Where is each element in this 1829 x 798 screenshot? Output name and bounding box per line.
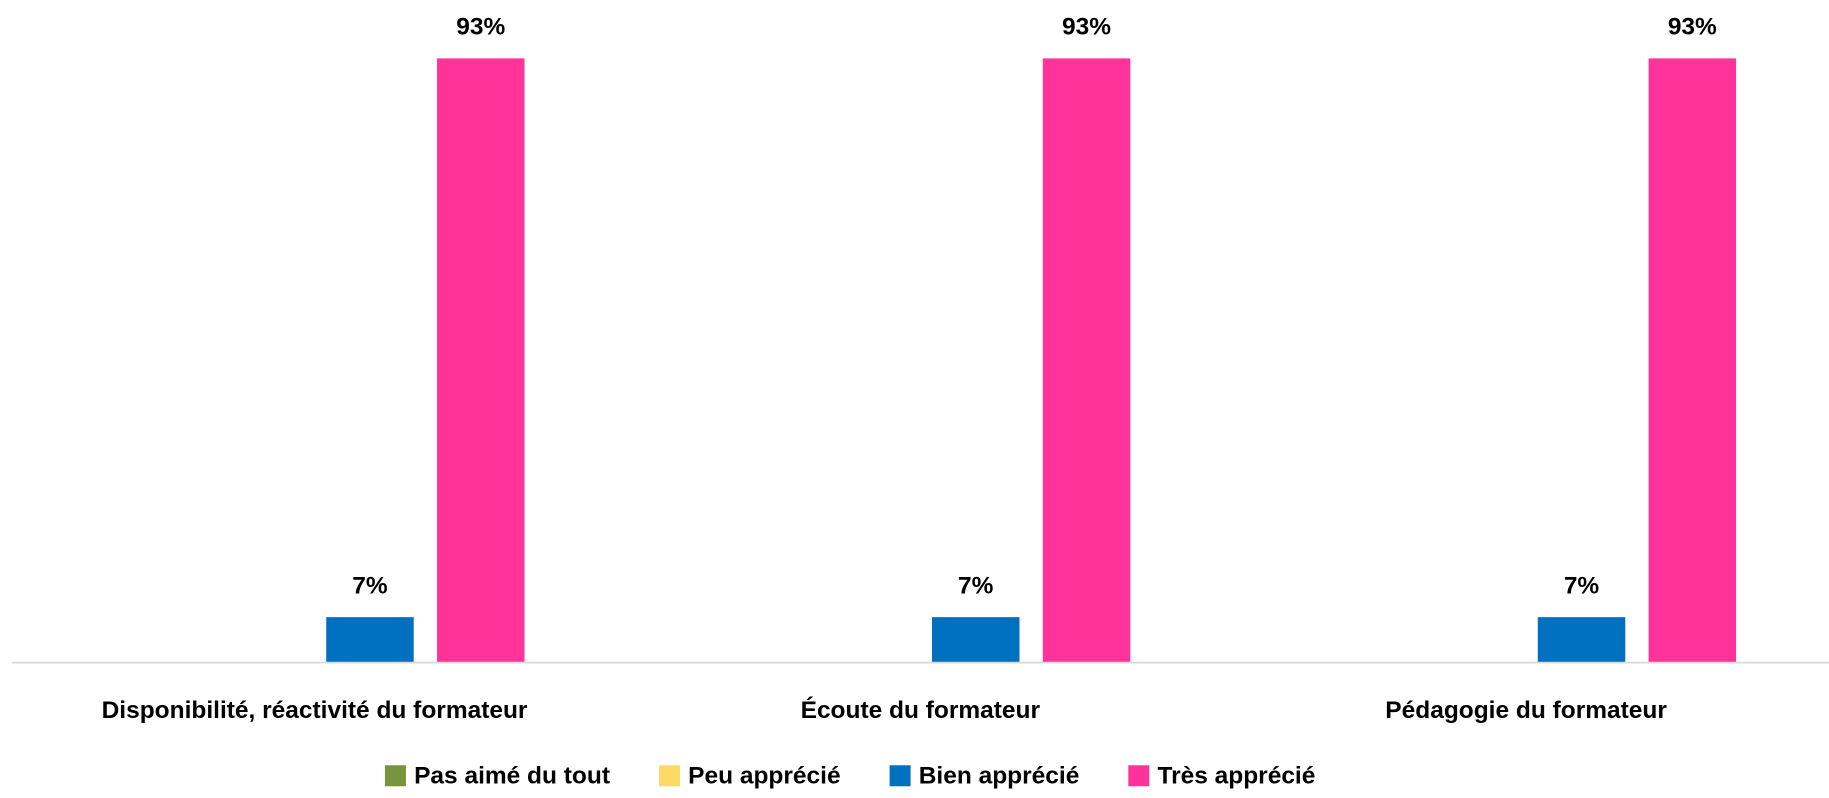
bar (437, 58, 525, 663)
legend-label: Pas aimé du tout (414, 762, 610, 789)
legend-swatch (1128, 765, 1150, 787)
legend-label: Bien apprécié (919, 762, 1080, 789)
x-tick-label: Écoute du formateur (801, 696, 1041, 724)
legend-swatch (384, 765, 406, 787)
x-tick-label: Disponibilité, réactivité du formateur (102, 697, 528, 724)
data-label: 93% (456, 14, 505, 41)
legend-label: Très apprécié (1157, 762, 1315, 789)
data-label: 7% (352, 572, 388, 599)
bar (326, 617, 414, 663)
data-label: 7% (958, 572, 994, 599)
bar (1537, 617, 1626, 663)
bar (931, 617, 1020, 663)
legend-swatch (889, 765, 911, 787)
legend-swatch (659, 765, 681, 787)
x-tick-label: Pédagogie du formateur (1385, 697, 1667, 724)
legend-label: Peu apprécié (688, 762, 840, 789)
bar (1648, 58, 1737, 663)
data-label: 93% (1062, 14, 1111, 41)
data-label: 93% (1668, 14, 1717, 41)
bar (1042, 58, 1131, 663)
data-label: 7% (1564, 572, 1600, 599)
